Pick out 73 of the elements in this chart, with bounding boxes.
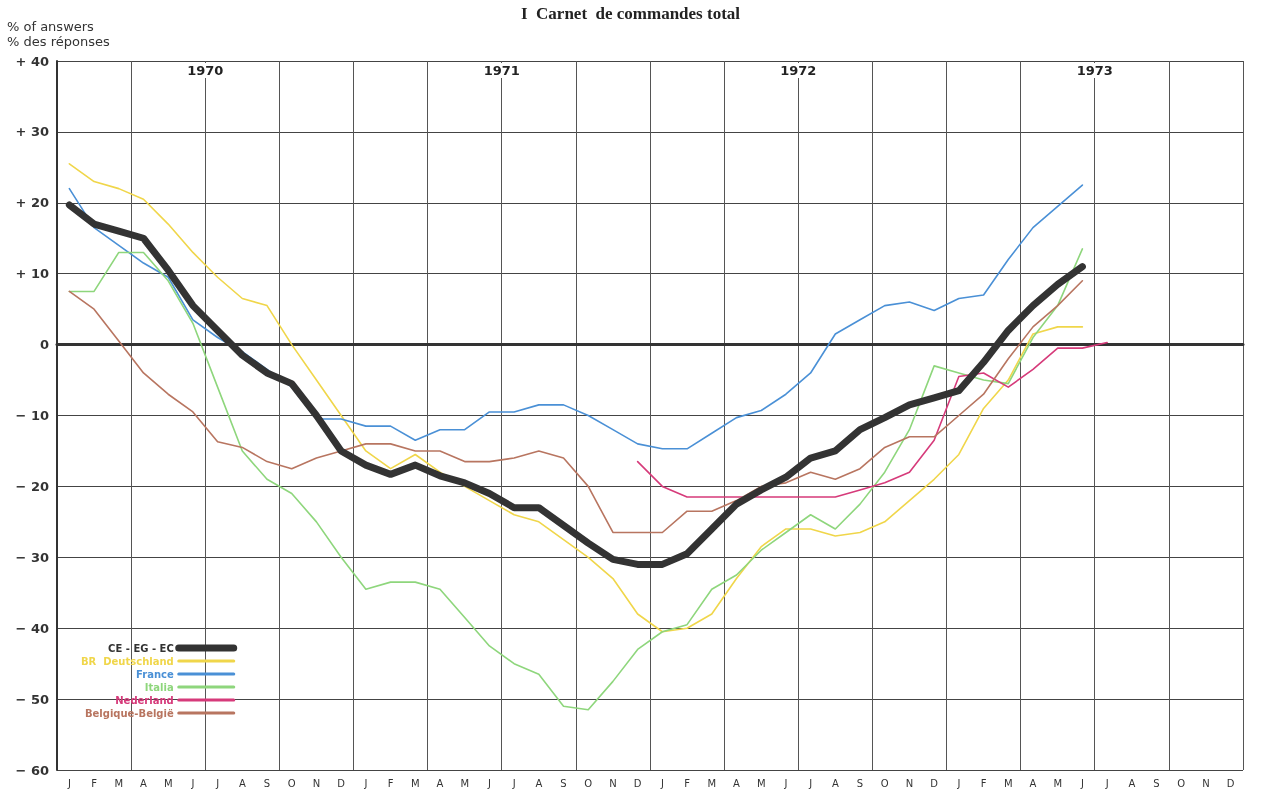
x-tick-label: M (460, 777, 470, 789)
x-tick-label: J (190, 777, 195, 789)
line-series (68, 163, 1084, 633)
x-tick-label: J (783, 777, 788, 789)
x-tick-label: J (1079, 777, 1084, 789)
x-tick-label: J (511, 777, 516, 789)
x-tick-label: F (387, 777, 394, 789)
line-series (68, 248, 1084, 711)
line-series (636, 341, 1108, 498)
annotation: 1970 (187, 63, 224, 78)
x-tick-label: D (633, 777, 642, 789)
text: Italia (144, 681, 174, 693)
annotation: 1972 (780, 63, 817, 78)
y-tick-label: 0 (39, 337, 49, 353)
chart-title: I Carnet de commandes total (520, 4, 741, 23)
y-tick-label: − 20 (15, 478, 49, 494)
x-tick-label: F (980, 777, 987, 789)
line-series (68, 279, 1084, 534)
x-tick-label: A (733, 777, 741, 789)
x-tick-label: M (163, 777, 173, 789)
x-tick-label: J (808, 777, 813, 789)
y-tick-label: − 40 (15, 620, 49, 636)
x-tick-label: O (584, 777, 593, 789)
y-tick-label: + 20 (15, 195, 49, 211)
y-tick-label: + 10 (15, 266, 49, 282)
annotation: 1973 (1076, 63, 1113, 78)
x-tick-label: S (560, 777, 567, 789)
x-tick-label: S (856, 777, 864, 789)
x-tick-label: J (486, 777, 491, 789)
annotation: 1971 (483, 63, 520, 78)
x-tick-label: O (1177, 777, 1186, 789)
x-tick-label: N (609, 777, 617, 789)
x-tick-label: S (1153, 777, 1160, 789)
x-tick-label: D (1226, 777, 1235, 789)
x-tick-label: A (831, 777, 839, 789)
x-tick-label: J (956, 777, 961, 789)
x-tick-label: N (1202, 777, 1210, 789)
x-tick-label: O (880, 777, 889, 789)
x-tick-label: F (91, 777, 98, 789)
x-tick-label: J (215, 777, 220, 789)
y-axis-title: % of answers % des réponses (7, 19, 110, 49)
y-tick-label: − 60 (15, 762, 49, 778)
y-tick-label: + 30 (15, 124, 49, 140)
x-tick-label: D (337, 777, 346, 789)
x-tick-label: A (535, 777, 543, 789)
text: CE - EG - EC (108, 642, 174, 654)
x-tick-label: D (930, 777, 939, 789)
x-tick-label: M (410, 777, 420, 789)
x-tick-label: N (905, 777, 914, 789)
x-tick-label: F (684, 777, 691, 789)
x-tick-label: A (140, 777, 148, 789)
x-tick-label: M (114, 777, 124, 789)
x-tick-label: A (238, 777, 246, 789)
x-tick-label: J (1104, 777, 1109, 789)
text: France (136, 668, 174, 680)
x-tick-label: N (312, 777, 321, 789)
x-tick-label: O (287, 777, 296, 789)
x-tick-label: J (66, 777, 71, 789)
x-tick-label: A (436, 777, 444, 789)
x-tick-label: M (707, 777, 717, 789)
y-tick-label: + 40 (15, 53, 49, 69)
x-tick-label: S (263, 777, 271, 789)
x-tick-label: M (1003, 777, 1013, 789)
line-series (68, 184, 1084, 450)
y-tick-label: − 10 (15, 408, 49, 423)
x-tick-label: M (756, 777, 766, 789)
y-tick-label: − 50 (15, 691, 49, 707)
x-tick-label: J (659, 777, 664, 789)
x-tick-label: A (1128, 777, 1136, 789)
x-tick-label: A (1029, 777, 1037, 789)
y-tick-label: − 30 (15, 549, 49, 565)
x-tick-label: M (1053, 777, 1063, 789)
x-tick-label: J (363, 777, 368, 789)
